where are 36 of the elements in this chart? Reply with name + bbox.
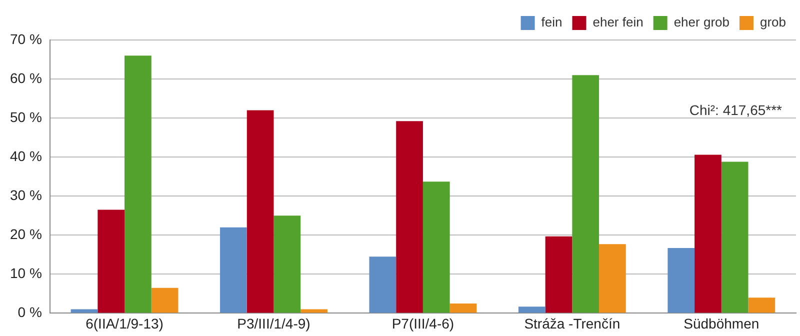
bar bbox=[151, 288, 178, 313]
y-tick-label: 60 % bbox=[10, 70, 42, 86]
bar bbox=[748, 298, 776, 313]
y-tick-label: 20 % bbox=[10, 226, 42, 242]
bar bbox=[369, 256, 396, 313]
bar bbox=[694, 154, 722, 313]
x-tick-label: Stráža -Trenčín bbox=[524, 315, 620, 332]
bar bbox=[545, 236, 572, 313]
x-tick-label: Südböhmen bbox=[684, 315, 760, 332]
bar bbox=[246, 110, 274, 313]
bar bbox=[274, 216, 301, 313]
x-tick-label: 6(IIA/1/9-13) bbox=[86, 315, 164, 332]
bar bbox=[721, 162, 748, 313]
bar bbox=[98, 210, 125, 313]
y-tick-label: 40 % bbox=[10, 148, 42, 164]
x-tick-label: P3/III/1/4-9) bbox=[237, 315, 310, 332]
bar bbox=[572, 75, 600, 313]
bar bbox=[518, 306, 546, 313]
y-tick-label: 70 % bbox=[10, 30, 42, 47]
y-tick-label: 0 % bbox=[18, 304, 42, 320]
bar bbox=[220, 227, 247, 313]
legend-label: eher fein bbox=[592, 14, 644, 30]
y-tick-label: 10 % bbox=[10, 265, 42, 282]
legend-label: eher grob bbox=[674, 14, 730, 30]
y-tick-label: 30 % bbox=[10, 186, 42, 203]
x-tick-label: P7(III/4-6) bbox=[392, 315, 454, 332]
bar bbox=[668, 248, 695, 313]
bar bbox=[450, 303, 477, 313]
y-tick-label: 50 % bbox=[10, 108, 42, 125]
bar bbox=[396, 121, 423, 313]
annotation: Chi²: 417,65*** bbox=[689, 102, 782, 118]
legend-label: fein bbox=[541, 14, 562, 30]
bar bbox=[124, 56, 152, 313]
bar bbox=[422, 182, 450, 313]
bar bbox=[599, 244, 626, 313]
legend-label: grob bbox=[760, 14, 786, 30]
